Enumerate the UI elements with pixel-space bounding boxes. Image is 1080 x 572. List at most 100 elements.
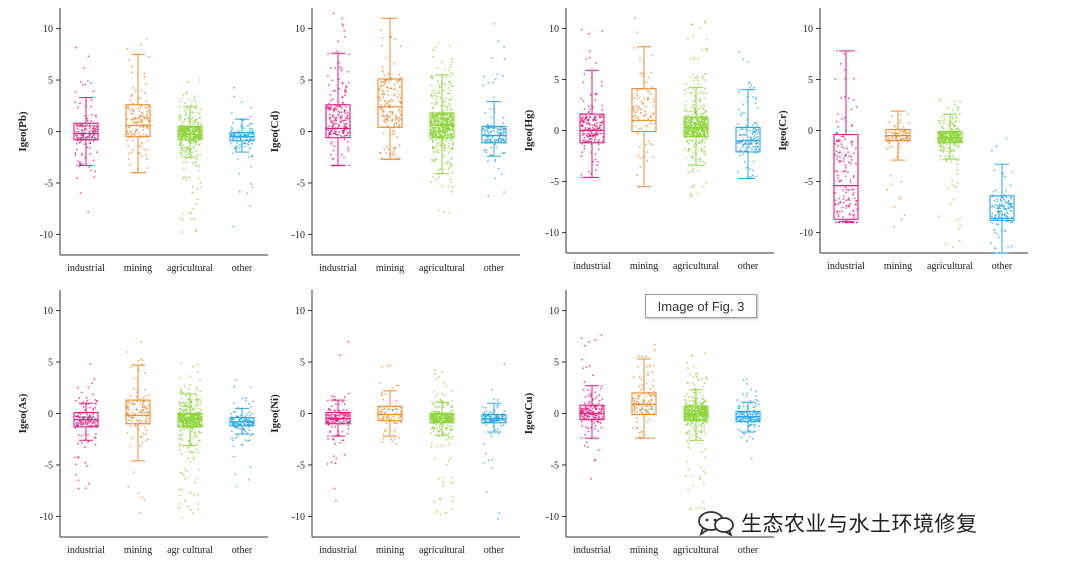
data-point — [84, 461, 87, 464]
data-point — [957, 158, 960, 161]
data-point — [331, 121, 334, 124]
data-point — [197, 132, 200, 134]
data-point — [188, 176, 191, 179]
data-point — [846, 147, 849, 150]
data-point — [742, 144, 745, 147]
data-point — [195, 136, 198, 139]
data-point — [635, 93, 638, 95]
data-point — [244, 430, 247, 433]
data-point — [737, 170, 739, 173]
data-point — [74, 152, 77, 155]
data-point — [432, 77, 434, 80]
data-point — [998, 214, 1001, 216]
data-point — [78, 124, 81, 126]
data-point — [690, 130, 693, 133]
data-point — [89, 363, 92, 365]
data-point — [753, 137, 756, 140]
data-point — [835, 150, 838, 153]
data-point — [232, 423, 234, 426]
data-point — [75, 463, 77, 466]
data-point — [347, 413, 350, 415]
data-point — [129, 445, 131, 447]
y-axis-label: Igeo(Hg) — [523, 109, 535, 151]
data-point — [489, 138, 492, 140]
data-point — [327, 135, 330, 138]
data-point — [382, 96, 385, 99]
data-point — [444, 132, 446, 135]
data-point — [1011, 202, 1013, 205]
data-point — [580, 143, 583, 145]
data-point — [383, 120, 385, 123]
data-point — [636, 116, 638, 119]
data-point — [447, 168, 450, 171]
data-point — [1007, 207, 1009, 210]
data-point — [494, 78, 497, 81]
data-point — [197, 111, 199, 114]
data-point — [1007, 203, 1010, 206]
data-point — [632, 109, 634, 111]
data-point — [347, 424, 350, 427]
data-point — [438, 138, 441, 141]
data-point — [192, 162, 195, 165]
data-point — [185, 179, 188, 181]
data-point — [494, 139, 496, 142]
data-point — [141, 359, 144, 362]
box-agricultural — [177, 79, 203, 234]
data-point — [383, 110, 385, 112]
data-point — [953, 198, 955, 201]
data-point — [446, 118, 449, 120]
data-point — [434, 134, 437, 137]
data-point — [180, 387, 182, 390]
data-point — [248, 411, 251, 414]
data-point — [130, 134, 133, 137]
data-point — [332, 149, 335, 152]
data-point — [647, 90, 650, 93]
data-point — [75, 130, 78, 133]
data-point — [186, 107, 189, 110]
box-other — [229, 86, 255, 228]
data-point — [380, 80, 383, 83]
category-label: other — [232, 545, 253, 556]
data-point — [482, 84, 485, 87]
data-point — [697, 141, 700, 144]
data-point — [757, 148, 760, 151]
data-point — [196, 154, 199, 157]
data-point — [1011, 220, 1013, 223]
data-point — [126, 118, 129, 120]
data-point — [433, 127, 436, 129]
y-tick-label: 0 — [48, 409, 53, 420]
data-point — [141, 496, 144, 499]
data-point — [392, 151, 395, 154]
data-point — [952, 138, 954, 141]
data-point — [180, 397, 183, 399]
data-point — [135, 425, 138, 428]
data-point — [693, 132, 696, 135]
data-point — [1002, 197, 1005, 200]
data-point — [381, 93, 383, 95]
data-point — [130, 419, 133, 422]
data-point — [993, 200, 996, 202]
data-point — [398, 416, 401, 419]
data-point — [250, 106, 252, 109]
data-point — [400, 421, 402, 424]
data-point — [338, 409, 341, 412]
data-point — [438, 126, 441, 129]
data-point — [439, 498, 441, 501]
data-point — [140, 411, 143, 414]
data-point — [192, 117, 194, 119]
data-point — [198, 123, 200, 126]
data-point — [85, 396, 88, 399]
data-point — [745, 124, 748, 127]
data-point — [697, 57, 700, 60]
data-point — [959, 112, 961, 115]
data-point — [587, 122, 590, 125]
data-point — [646, 159, 648, 162]
data-point — [387, 147, 390, 150]
data-point — [329, 93, 332, 96]
data-point — [94, 443, 97, 446]
data-point — [198, 424, 201, 427]
data-point — [89, 105, 92, 108]
iqr-box — [989, 195, 1015, 221]
data-point — [585, 118, 587, 120]
data-point — [836, 158, 838, 160]
